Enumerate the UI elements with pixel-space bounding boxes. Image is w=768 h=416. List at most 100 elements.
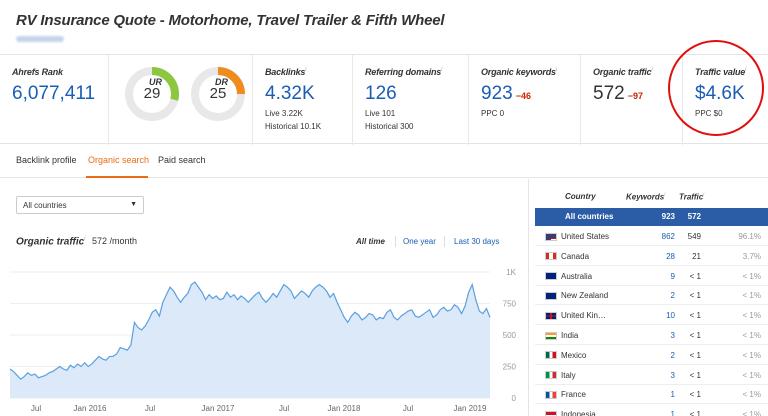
tab-organic-search[interactable]: Organic search — [88, 155, 150, 165]
tab-paid-search[interactable]: Paid search — [158, 155, 206, 165]
organic-traffic-panel: All countries ▼ Organic traffici 572 /mo… — [0, 179, 528, 416]
keywords-count: 923 — [661, 212, 675, 221]
table-row[interactable]: Italy 3 < 1 < 1% — [535, 367, 768, 385]
organic-traffic-chart-label: Organic traffici — [16, 236, 86, 248]
country-header[interactable]: Country — [565, 192, 596, 201]
y-tick-label: 750 — [503, 300, 517, 309]
keywords-count[interactable]: 3 — [670, 331, 675, 340]
traffic-count: < 1 — [689, 311, 701, 321]
backlinks-live[interactable]: Live 3.22K — [265, 109, 303, 118]
keywords-count[interactable]: 2 — [670, 291, 675, 301]
info-icon[interactable]: i — [84, 236, 86, 242]
keywords-header[interactable]: Keywordsi — [626, 192, 666, 202]
backlinks-label: Backlinksi — [265, 67, 307, 77]
country-name[interactable]: Italy — [545, 371, 576, 380]
x-tick-label: Jan 2019 — [454, 404, 487, 413]
range-one-year[interactable]: One year — [403, 237, 436, 246]
target-url-blurred[interactable] — [16, 36, 64, 42]
organic-keywords-value[interactable]: 923 −46 — [481, 83, 531, 104]
traffic-count: < 1 — [689, 390, 701, 400]
keywords-count[interactable]: 28 — [666, 251, 675, 261]
organic-keywords-delta: −46 — [515, 91, 531, 101]
country-select[interactable]: All countries ▼ — [16, 196, 144, 214]
table-row[interactable]: Canada 28 21 3.7% — [535, 248, 768, 266]
country-name[interactable]: Canada — [545, 252, 589, 261]
keywords-count[interactable]: 862 — [661, 232, 675, 241]
table-row[interactable]: New Zealand 2 < 1 < 1% — [535, 287, 768, 306]
y-tick-label: 0 — [512, 394, 517, 403]
country-name[interactable]: United Kin… — [545, 311, 606, 320]
table-row[interactable]: France 1 < 1 < 1% — [535, 386, 768, 405]
traffic-count: < 1 — [689, 271, 701, 281]
keywords-count[interactable]: 2 — [670, 350, 675, 360]
table-row[interactable]: Indonesia 1 < 1 < 1% — [535, 406, 768, 416]
traffic-count: < 1 — [689, 331, 701, 340]
info-icon[interactable]: i — [441, 67, 443, 73]
country-table: Country Keywordsi Traffici All countries… — [528, 179, 768, 416]
info-icon[interactable]: i — [305, 67, 307, 73]
traffic-count: 549 — [687, 232, 701, 241]
referring-domains-value[interactable]: 126 — [365, 83, 397, 104]
info-icon[interactable]: i — [745, 67, 747, 73]
table-row[interactable]: Mexico 2 < 1 < 1% — [535, 347, 768, 365]
x-tick-label: Jan 2017 — [202, 404, 235, 413]
country-name[interactable]: New Zealand — [545, 291, 608, 300]
tab-backlink-profile[interactable]: Backlink profile — [16, 155, 77, 165]
traffic-count: < 1 — [689, 370, 701, 380]
range-last-30-days[interactable]: Last 30 days — [454, 237, 500, 246]
ur-label: UR — [149, 77, 162, 87]
referring-domains-label: Referring domainsi — [365, 67, 443, 77]
traffic-count: < 1 — [689, 291, 701, 301]
keywords-count[interactable]: 9 — [670, 271, 675, 281]
country-name: All countries — [565, 212, 614, 221]
referring-domains-historical[interactable]: Historical 300 — [365, 122, 414, 131]
backlinks-value[interactable]: 4.32K — [265, 83, 315, 104]
traffic-share: < 1% — [742, 311, 761, 321]
table-row[interactable]: Australia 9 < 1 < 1% — [535, 268, 768, 286]
country-name[interactable]: United States — [545, 232, 609, 241]
table-row[interactable]: India 3 < 1 < 1% — [535, 327, 768, 345]
referring-domains-live[interactable]: Live 101 — [365, 109, 396, 118]
backlinks-historical[interactable]: Historical 10.1K — [265, 122, 322, 131]
traffic-share: 3.7% — [742, 251, 761, 261]
metric-organic-keywords: Organic keywordsi 923 −46 PPC 0 — [468, 55, 580, 145]
keywords-count[interactable]: 3 — [670, 370, 675, 380]
info-icon[interactable]: i — [703, 192, 705, 198]
organic-traffic-label: Organic traffici — [593, 67, 653, 77]
fr-flag-icon — [545, 390, 557, 399]
table-row[interactable]: United States 862 549 96.1% — [535, 228, 768, 246]
table-row[interactable]: United Kin… 10 < 1 < 1% — [535, 307, 768, 326]
dr-gauge: DR 25 — [189, 65, 247, 123]
keywords-count[interactable]: 10 — [666, 311, 675, 321]
traffic-share: < 1% — [742, 370, 761, 380]
table-row-all-countries[interactable]: All countries 923 572 — [535, 208, 768, 226]
traffic-header[interactable]: Traffici — [679, 192, 705, 202]
organic-keywords-label: Organic keywordsi — [481, 67, 557, 77]
country-name[interactable]: India — [545, 331, 578, 340]
info-icon[interactable]: i — [651, 67, 653, 73]
active-tab-indicator — [86, 176, 148, 178]
info-icon[interactable]: i — [664, 192, 666, 198]
country-name[interactable]: Mexico — [545, 351, 586, 360]
y-tick-label: 500 — [503, 331, 517, 340]
x-tick-label: Jan 2016 — [74, 404, 107, 413]
page-title: RV Insurance Quote - Motorhome, Travel T… — [16, 12, 445, 29]
mx-flag-icon — [545, 351, 557, 360]
keywords-count[interactable]: 1 — [670, 390, 675, 400]
metric-traffic-value: Traffic valuei $4.6K PPC $0 — [682, 55, 768, 145]
country-name[interactable]: Indonesia — [545, 410, 596, 416]
ur-gauge-ring — [125, 67, 179, 121]
ur-value: 29 — [143, 85, 161, 102]
organic-keywords-ppc: PPC 0 — [481, 109, 505, 118]
id-flag-icon — [545, 410, 557, 416]
metric-ahrefs-rank: Ahrefs Rank 6,077,411 — [0, 55, 108, 145]
organic-traffic-chart[interactable]: 1K 750 500 250 0 Jul Jan 2016 Jul Jan 2017 Jul Jan… — [0, 264, 528, 416]
keywords-count[interactable]: 1 — [670, 410, 675, 416]
country-name[interactable]: Australia — [545, 272, 592, 281]
country-name[interactable]: France — [545, 390, 586, 399]
traffic-value-value[interactable]: $4.6K — [695, 83, 745, 104]
traffic-value-label: Traffic valuei — [695, 67, 747, 77]
range-all-time[interactable]: All time — [356, 237, 385, 246]
info-icon[interactable]: i — [555, 67, 557, 73]
x-tick-label: Jul — [279, 404, 289, 413]
